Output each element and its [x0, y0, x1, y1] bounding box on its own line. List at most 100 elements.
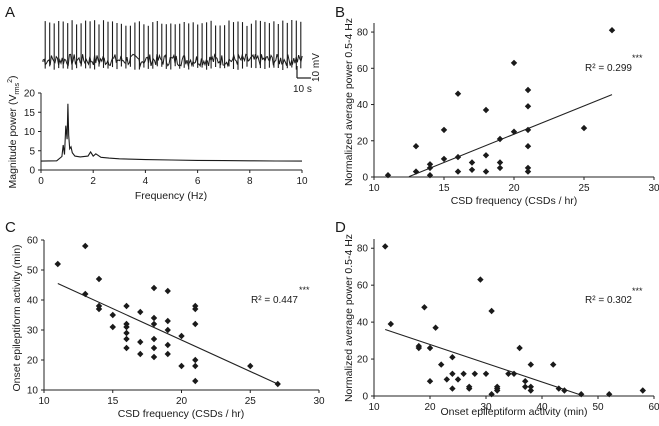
plot-d-data-point [522, 383, 529, 390]
plot-b-data-point [524, 103, 532, 110]
spectrum-y-tick-label: 0 [29, 166, 35, 177]
plot-c-data-point [178, 362, 185, 370]
plot-d-data-point [449, 354, 456, 361]
plot-b-data-point [496, 164, 504, 172]
plot-c-y-tick-label: 20 [27, 356, 39, 367]
plot-d-x-tick-label: 50 [592, 402, 604, 413]
plot-c-y-tick-label: 30 [27, 326, 39, 337]
plot-b-data-point [440, 126, 448, 134]
scatter-plot-d: 0 20 40 60 80 10 20 30 40 50 60 R² = 0.302 *** Ons… [343, 234, 659, 418]
plot-b-data-point [468, 166, 476, 173]
plot-c-data-point [150, 353, 158, 361]
plot-c-data-point [274, 380, 281, 388]
plot-b-data-point [524, 168, 532, 175]
plot-c-data-point [178, 332, 185, 340]
plot-d-data-point [639, 387, 646, 394]
plot-c-data-point [150, 320, 158, 328]
plot-d-data-point [426, 378, 434, 385]
plot-b-data-point [468, 159, 476, 166]
spectrum-x-tick-label: 2 [90, 176, 96, 187]
panel-letter-c: C [5, 219, 16, 236]
plot-d-x-tick-label: 40 [536, 402, 548, 413]
plot-c-data-point [150, 284, 158, 292]
plot-b-y-tick-label: 40 [357, 100, 369, 111]
plot-d-data-point [432, 324, 439, 331]
plot-b-data-point [496, 159, 504, 166]
plot-b-data-point [524, 164, 532, 172]
plot-c-data-point [164, 350, 171, 358]
plot-d-data-point [522, 378, 529, 385]
spectrum-x-tick-label: 8 [247, 176, 253, 187]
plot-b-y-tick-label: 80 [357, 28, 369, 39]
scale-bar-time-label: 10 s [293, 84, 312, 95]
plot-b-x-label: CSD frequency (CSDs / hr) [451, 195, 578, 207]
plot-b-x-tick-label: 30 [648, 183, 659, 194]
plot-d-data-point [527, 383, 534, 390]
plot-b-data-point [412, 168, 420, 175]
plot-b-y-tick-label: 0 [362, 173, 368, 184]
plot-c-data-point [192, 377, 199, 385]
panel-letter-d: D [335, 219, 346, 236]
plot-d-x-tick-label: 10 [368, 402, 380, 413]
plot-d-y-tick-label: 20 [357, 355, 369, 366]
spectrum-y-label: Magnitude power (Vrms2) [7, 75, 21, 188]
plot-c-trend-line [57, 282, 279, 385]
plot-c-data-point [150, 344, 158, 352]
scale-bar-voltage-label: 10 mV [311, 53, 322, 82]
plot-d-x-tick-label: 60 [648, 402, 659, 413]
plot-c-y-tick-label: 60 [27, 236, 39, 247]
plot-d-data-point [471, 370, 478, 377]
plot-b-data-point [454, 153, 462, 161]
plot-c-y-tick-label: 10 [27, 386, 39, 397]
plot-d-data-point [415, 342, 422, 350]
plot-d-significance: *** [632, 286, 643, 296]
plot-c-x-tick-label: 20 [176, 396, 188, 407]
plot-b-data-point [482, 168, 490, 175]
plot-d-data-point [449, 385, 456, 392]
plot-d-data-point [482, 370, 490, 377]
plot-b-data-point [426, 164, 434, 172]
plot-b-data-point [510, 128, 518, 135]
plot-c-data-point [109, 323, 116, 331]
plot-b-data-point [580, 124, 588, 132]
plot-c-data-point [150, 335, 158, 343]
plot-c-data-point [82, 242, 89, 250]
plot-c-data-point [137, 338, 144, 346]
plot-d-data-point [387, 320, 394, 328]
plot-b-y-tick-label: 20 [357, 136, 369, 147]
plot-c-y-label: Onset epileptiform activity (min) [11, 244, 23, 391]
plot-c-x-label: CSD frequency (CSDs / hr) [118, 408, 245, 420]
plot-d-y-tick-label: 0 [362, 392, 368, 403]
plot-d-x-label: Onset epileptiform activity (min) [440, 406, 587, 418]
plot-c-data-point [192, 320, 199, 328]
spectrum-line [40, 103, 303, 162]
plot-b-data-point [426, 172, 434, 179]
plot-c-data-point [164, 317, 171, 325]
plot-b-significance: *** [632, 53, 643, 63]
plot-b-y-label: Normalized average power 0.5-4 Hz [343, 18, 355, 186]
plot-c-r-squared: R² = 0.447 [251, 295, 298, 306]
plot-c-data-point [109, 311, 116, 319]
spectrum-y-tick-label: 10 [24, 127, 36, 138]
plot-c-data-point [95, 302, 103, 310]
plot-d-data-point [550, 361, 557, 368]
plot-b-data-point [454, 90, 462, 97]
plot-d-data-point [454, 376, 462, 383]
plot-d-data-point [449, 370, 456, 377]
spectrum-x-tick-label: 4 [143, 176, 149, 187]
plot-c-data-point [123, 320, 130, 328]
plot-c-data-point [164, 287, 171, 295]
spectrum-y-tick-label: 20 [24, 89, 36, 100]
plot-d-data-point [578, 391, 585, 398]
scale-bar: 10 mV 10 s [293, 53, 322, 95]
plot-c-x-tick-label: 30 [313, 396, 325, 407]
plot-c-x-tick-label: 15 [107, 396, 119, 407]
plot-b-r-squared: R² = 0.299 [585, 63, 632, 74]
plot-b-data-point [384, 172, 392, 179]
plot-d-data-point [460, 370, 467, 377]
scatter-plot-b: 0 20 40 60 80 10 15 20 25 30 R² = 0.299 *** CSD f… [343, 18, 659, 207]
plot-c-data-point [192, 362, 199, 370]
plot-b-data-point [482, 152, 490, 159]
plot-b-x-tick-label: 10 [368, 183, 380, 194]
